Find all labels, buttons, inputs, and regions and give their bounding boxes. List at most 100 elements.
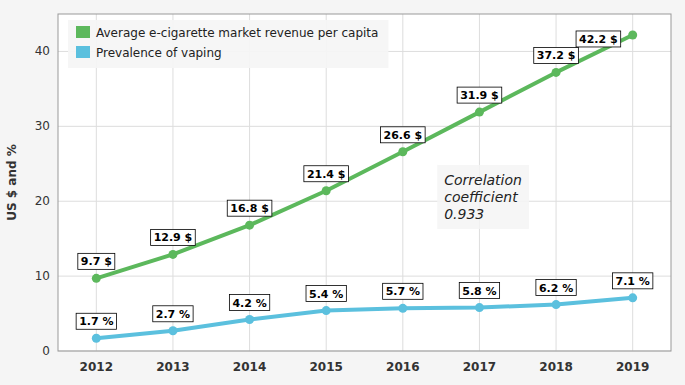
data-label: 9.7 $ (78, 253, 115, 269)
y-tick-label: 40 (35, 44, 50, 58)
annotation-line: 0.933 (444, 206, 484, 222)
y-axis-label: US $ and % (5, 144, 19, 221)
point (475, 108, 484, 117)
data-label-box (383, 283, 423, 299)
point (168, 326, 177, 335)
data-label-box (229, 295, 269, 311)
data-label-text: 21.4 $ (307, 168, 346, 181)
point (552, 300, 561, 309)
data-label-text: 9.7 $ (81, 255, 112, 268)
legend-label: Average e-cigarette market revenue per c… (96, 26, 378, 40)
data-label: 1.7 % (76, 313, 116, 329)
data-label: 26.6 $ (381, 127, 426, 143)
data-label-box (304, 166, 349, 182)
data-label-text: 16.8 $ (230, 202, 269, 215)
point (322, 186, 331, 195)
data-label-text: 1.7 % (79, 315, 113, 328)
data-label: 37.2 $ (534, 47, 579, 63)
data-label-box (613, 273, 653, 289)
annotation-line: Correlation (444, 172, 522, 188)
legend: Average e-cigarette market revenue per c… (68, 20, 388, 68)
x-tick-label: 2015 (309, 360, 342, 374)
data-label: 21.4 $ (304, 166, 349, 182)
grid-line (402, 14, 403, 351)
data-label: 42.2 $ (576, 31, 621, 47)
legend-box (68, 20, 388, 68)
x-tick-label: 2012 (80, 360, 113, 374)
data-label: 5.7 % (383, 283, 423, 299)
data-label-box (153, 306, 193, 322)
plot-area (58, 14, 671, 351)
data-label-box (534, 47, 579, 63)
series-line (96, 298, 632, 338)
data-label: 7.1 % (613, 273, 653, 289)
x-tick-label: 2018 (539, 360, 572, 374)
y-tick-label: 30 (35, 119, 50, 133)
x-tick-label: 2017 (463, 360, 496, 374)
grid-line (58, 126, 671, 127)
data-label-text: 12.9 $ (154, 231, 193, 244)
legend-swatch (76, 26, 90, 38)
x-tick-label: 2014 (233, 360, 266, 374)
data-label-text: 42.2 $ (579, 33, 618, 46)
annotation-text: Correlationcoefficient0.933 (444, 172, 522, 222)
marks (92, 30, 637, 342)
point (322, 306, 331, 315)
data-label-box (459, 283, 499, 299)
annotation: Correlationcoefficient0.933 (437, 165, 529, 229)
series-line (96, 35, 632, 278)
chart: 0 10 20 30 40 2012 2013 2014 2015 2016 2017 2018 201… (0, 0, 685, 385)
grid-line (58, 276, 671, 277)
x-tick-label: 2019 (616, 360, 649, 374)
y-tick-label: 10 (35, 269, 50, 283)
data-labels: 9.7 $ 12.9 $ 16.8 $ 21.4 $ 26.6 $ 31.9 $ 37.2 … (76, 31, 653, 329)
point (398, 304, 407, 313)
point (245, 221, 254, 230)
point (398, 147, 407, 156)
data-label-box (576, 31, 621, 47)
point (475, 303, 484, 312)
data-label-text: 6.2 % (539, 282, 573, 295)
point (92, 334, 101, 343)
point (628, 293, 637, 302)
data-label: 12.9 $ (151, 229, 196, 245)
data-label-box (78, 253, 115, 269)
point (628, 30, 637, 39)
data-label-box (306, 286, 346, 302)
data-label-text: 7.1 % (616, 275, 650, 288)
plot-frame (58, 14, 671, 351)
y-tick-label: 0 (42, 344, 50, 358)
grid-line (58, 201, 671, 202)
point (168, 250, 177, 259)
data-label-text: 4.2 % (232, 297, 266, 310)
data-label-box (227, 200, 272, 216)
data-label: 16.8 $ (227, 200, 272, 216)
legend-swatch (76, 46, 90, 58)
point (245, 315, 254, 324)
annotation-line: coefficient (444, 189, 518, 205)
legend-label: Prevalence of vaping (96, 46, 222, 60)
data-label-text: 5.8 % (462, 285, 496, 298)
data-label-text: 5.4 % (309, 288, 343, 301)
x-tick-label: 2016 (386, 360, 419, 374)
annotation-box (437, 165, 529, 229)
x-tick-label: 2013 (156, 360, 189, 374)
data-label: 4.2 % (229, 295, 269, 311)
data-label-text: 2.7 % (156, 308, 190, 321)
data-label-text: 26.6 $ (384, 129, 423, 142)
data-label-text: 5.7 % (386, 285, 420, 298)
data-label: 5.4 % (306, 286, 346, 302)
data-label-box (536, 280, 576, 296)
data-label: 6.2 % (536, 280, 576, 296)
data-label: 2.7 % (153, 306, 193, 322)
data-label-box (151, 229, 196, 245)
data-label: 5.8 % (459, 283, 499, 299)
data-label-box (381, 127, 426, 143)
y-tick-label: 20 (35, 194, 50, 208)
point (92, 274, 101, 283)
data-label-box (457, 87, 502, 103)
data-label: 31.9 $ (457, 87, 502, 103)
data-label-text: 37.2 $ (537, 49, 576, 62)
point (552, 68, 561, 77)
data-label-text: 31.9 $ (460, 89, 499, 102)
